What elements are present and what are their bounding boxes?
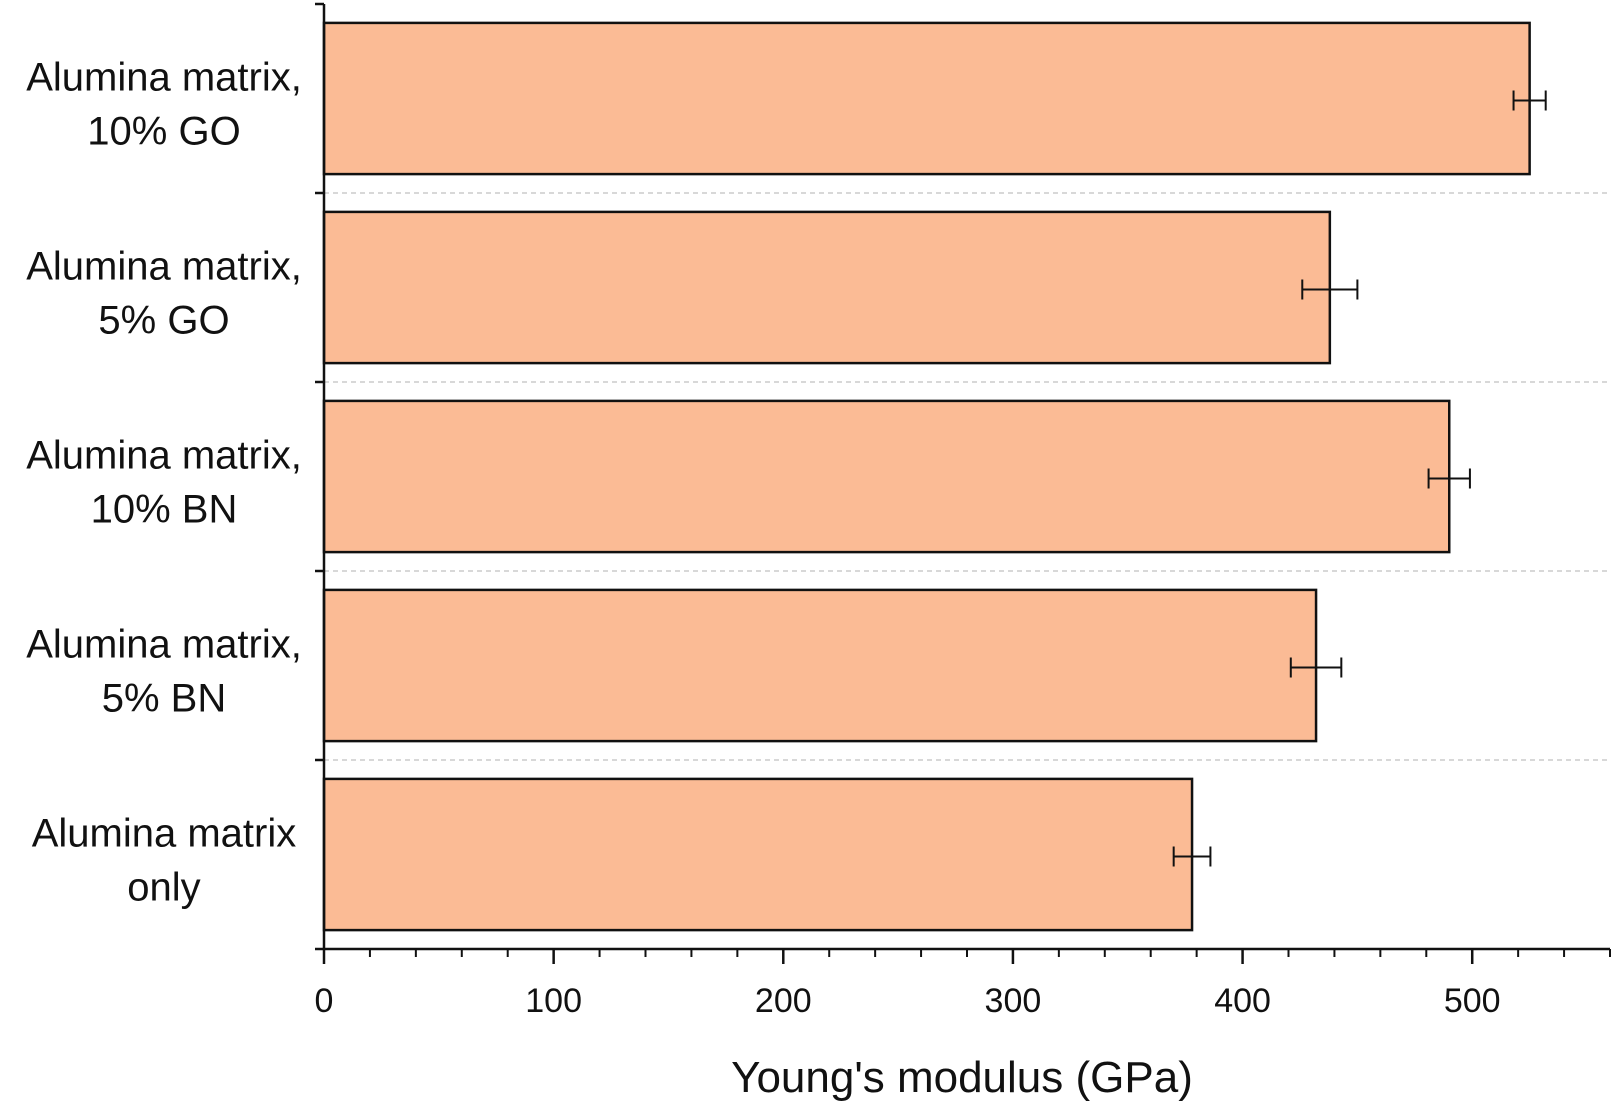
category-label: Alumina matrix, 5% BN bbox=[26, 623, 302, 721]
category-label: Alumina matrix only bbox=[32, 812, 297, 910]
x-tick-label: 200 bbox=[755, 982, 812, 1020]
bars bbox=[322, 21, 1531, 932]
x-tick-label: 0 bbox=[315, 982, 334, 1020]
category-label-line: Alumina matrix bbox=[32, 812, 297, 856]
category-label-line: Alumina matrix, bbox=[26, 434, 302, 478]
bar bbox=[322, 588, 1318, 743]
bar bbox=[322, 21, 1531, 176]
error-bars bbox=[1172, 90, 1547, 867]
x-tick-label: 400 bbox=[1214, 982, 1271, 1020]
x-tick-label: 300 bbox=[985, 982, 1042, 1020]
category-label-line: 10% GO bbox=[87, 110, 240, 154]
grid-lines bbox=[324, 192, 1610, 761]
axes: 0 100 200 300 400 500 bbox=[315, 2, 1611, 1020]
bar bbox=[322, 210, 1332, 365]
x-axis-title: Young's modulus (GPa) bbox=[731, 1053, 1193, 1102]
x-tick-label: 100 bbox=[525, 982, 582, 1020]
bar bbox=[322, 399, 1451, 554]
category-labels: Alumina matrix, 10% GO Alumina matrix, 5% G… bbox=[26, 56, 302, 910]
category-label-line: only bbox=[127, 866, 200, 910]
x-tick-label: 500 bbox=[1444, 982, 1501, 1020]
category-label-line: 5% BN bbox=[102, 677, 227, 721]
category-label: Alumina matrix, 5% GO bbox=[26, 245, 302, 343]
category-label: Alumina matrix, 10% BN bbox=[26, 434, 302, 532]
category-label: Alumina matrix, 10% GO bbox=[26, 56, 302, 154]
category-label-line: Alumina matrix, bbox=[26, 623, 302, 667]
category-label-line: Alumina matrix, bbox=[26, 245, 302, 289]
category-label-line: 5% GO bbox=[98, 299, 229, 343]
category-label-line: Alumina matrix, bbox=[26, 56, 302, 100]
bar bbox=[322, 777, 1194, 932]
category-label-line: 10% BN bbox=[91, 488, 238, 532]
